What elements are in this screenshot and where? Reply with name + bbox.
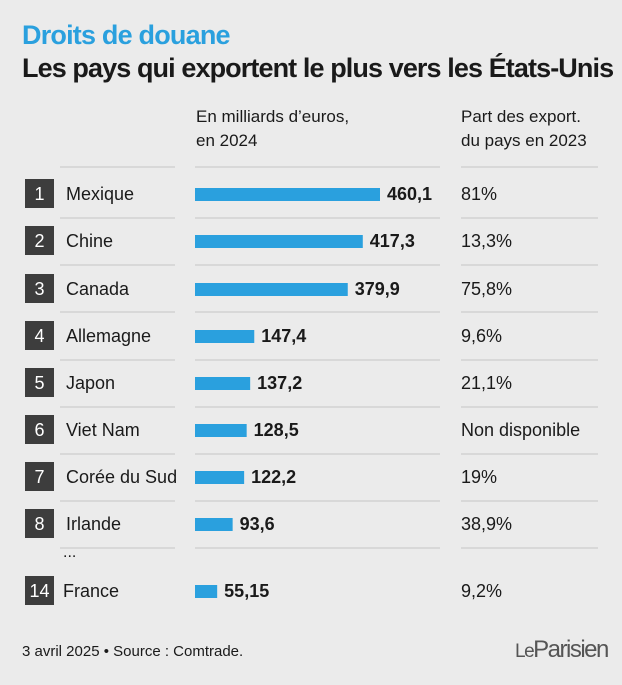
share-label: 75,8%	[461, 279, 512, 299]
rank-number: 8	[34, 514, 44, 534]
ellipsis: ...	[63, 544, 76, 561]
value-label: 122,2	[251, 467, 296, 487]
country-label: France	[63, 581, 119, 601]
share-label: 38,9%	[461, 514, 512, 534]
share-label: 19%	[461, 467, 497, 487]
rank-badge	[25, 274, 54, 303]
country-label: Corée du Sud	[66, 467, 177, 487]
rank-number: 6	[34, 420, 44, 440]
rank-badge	[25, 321, 54, 350]
value-label: 379,9	[355, 279, 400, 299]
bar	[195, 471, 245, 484]
bar	[195, 188, 380, 201]
value-header-line2: en 2024	[196, 131, 258, 150]
chart-title: Les pays qui exportent le plus vers les …	[22, 53, 614, 83]
country-label: Irlande	[66, 514, 121, 534]
footer-source: 3 avril 2025 • Source : Comtrade.	[22, 643, 244, 660]
share-label: 9,6%	[461, 326, 502, 346]
bar	[195, 424, 247, 437]
country-label: Allemagne	[66, 326, 151, 346]
rank-number: 5	[34, 373, 44, 393]
rank-badge	[25, 462, 54, 491]
rank-badge	[25, 368, 54, 397]
rank-badge	[25, 179, 54, 208]
value-label: 128,5	[254, 420, 299, 440]
country-label: Viet Nam	[66, 420, 140, 440]
country-label: Chine	[66, 231, 113, 251]
share-label: 13,3%	[461, 231, 512, 251]
share-header-line2: du pays en 2023	[461, 131, 587, 150]
share-header-line1: Part des export.	[461, 107, 582, 126]
share-label: Non disponible	[461, 420, 580, 440]
rank-badge	[25, 415, 54, 444]
value-header-line1: En milliards d’euros,	[196, 107, 350, 126]
value-column-header: En milliards d’euros, en 2024	[196, 105, 349, 153]
rank-number: 1	[34, 184, 44, 204]
rank-badge	[25, 576, 54, 605]
le-parisien-logo: LeParisien	[515, 636, 609, 663]
value-label: 93,6	[240, 514, 275, 534]
kicker: Droits de douane	[22, 20, 231, 50]
rank-number: 4	[34, 326, 44, 346]
bar	[195, 377, 251, 390]
share-column-header: Part des export. du pays en 2023	[461, 105, 587, 153]
rank-number: 14	[29, 581, 49, 601]
bar	[195, 235, 363, 248]
bar	[195, 283, 348, 296]
share-label: 81%	[461, 184, 497, 204]
bar	[195, 330, 255, 343]
share-label: 9,2%	[461, 581, 502, 601]
value-label: 460,1	[387, 184, 432, 204]
rank-badge	[25, 509, 54, 538]
rank-number: 2	[34, 231, 44, 251]
rank-number: 7	[34, 467, 44, 487]
share-label: 21,1%	[461, 373, 512, 393]
bar	[195, 585, 218, 598]
country-label: Japon	[66, 373, 115, 393]
bar	[195, 518, 233, 531]
value-label: 55,15	[224, 581, 269, 601]
country-label: Mexique	[66, 184, 134, 204]
value-label: 147,4	[261, 326, 306, 346]
value-label: 137,2	[257, 373, 302, 393]
value-label: 417,3	[370, 231, 415, 251]
rank-number: 3	[34, 279, 44, 299]
country-label: Canada	[66, 279, 130, 299]
rank-badge	[25, 226, 54, 255]
